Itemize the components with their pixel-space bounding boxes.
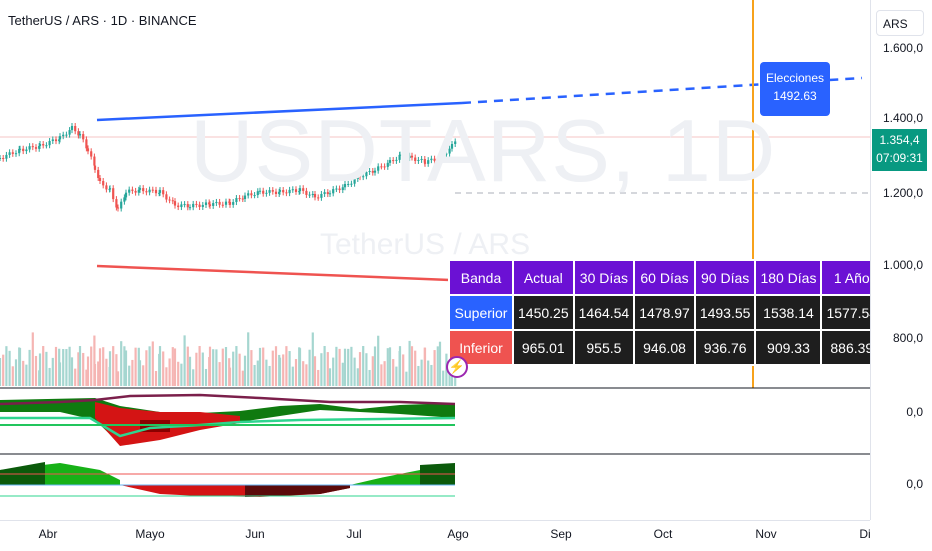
table-header-cell: 180 Días [754,259,823,296]
table-header-cell: Banda [448,259,514,296]
table-cell: 955.5 [572,329,636,366]
upper-band-line [96,101,463,122]
time-tick-label: Jun [245,527,265,541]
table-header-cell: 60 Días [633,259,696,296]
table-cell: 965.01 [512,329,575,366]
watermark-name: TetherUS / ARS [320,228,531,261]
table-cell: 909.33 [754,329,823,366]
table-cell: 1464.54 [572,294,636,331]
oscillator-2 [0,462,455,497]
table-header-cell: 30 Días [572,259,636,296]
currency-button[interactable]: ARS [876,10,924,36]
last-price-badge: 1.354,4 07:09:31 [872,129,927,171]
price-tick-label: 1.000,0 [882,258,923,272]
row-label-superior: Superior [448,294,514,331]
osc1-value-label: 0,0 [906,405,923,419]
time-tick-label: Ago [447,527,469,541]
time-tick-label: Abr [38,527,58,541]
time-tick-label: Mayo [135,527,165,541]
candlestick-series [0,123,457,212]
price-tick-label: 1.200,0 [882,186,923,200]
table-cell: 1493.55 [693,294,757,331]
row-label-inferior: Inferior [448,329,514,366]
price-tick-label: 1.400,0 [882,111,923,125]
table-header-cell: 90 Días [693,259,757,296]
watermark-ticker: USDTARS, 1D [190,101,777,200]
table-row-inferior: Inferior 965.01 955.5 946.08 936.76 909.… [448,329,884,366]
price-axis[interactable]: ARS 1.600,0 1.400,0 1.200,0 1.000,0 800,… [870,0,932,520]
oscillator-1 [0,393,456,446]
last-price-value: 1.354,4 [879,133,920,147]
countdown-timer: 07:09:31 [876,151,923,165]
table-row-superior: Superior 1450.25 1464.54 1478.97 1493.55… [448,294,884,331]
time-tick-label: Jul [346,527,362,541]
election-callout[interactable]: Elecciones 1492.63 [760,62,830,116]
table-header-cell: Actual [512,259,575,296]
time-tick-label: Di [859,527,871,541]
table-cell: 946.08 [633,329,696,366]
time-tick-label: Nov [755,527,777,541]
upper-band-projection [461,76,863,105]
table-cell: 1538.14 [754,294,823,331]
bands-table: Banda Actual 30 Días 60 Días 90 Días 180… [448,259,884,366]
callout-value: 1492.63 [773,89,817,103]
symbol-title[interactable]: TetherUS / ARS · 1D · BINANCE [8,13,197,28]
time-axis[interactable]: Abr Mayo Jun Jul Ago Sep Oct Nov Di [0,520,871,551]
table-cell: 936.76 [693,329,757,366]
osc2-value-label: 0,0 [906,477,923,491]
lower-band-line [96,264,451,282]
time-tick-label: Sep [550,527,572,541]
table-cell: 1450.25 [512,294,575,331]
table-header-row: Banda Actual 30 Días 60 Días 90 Días 180… [448,259,884,296]
price-tick-label: 1.600,0 [882,41,923,55]
price-tick-label: 800,0 [892,331,923,345]
table-cell: 1478.97 [633,294,696,331]
lightning-icon[interactable]: ⚡ [446,356,468,378]
time-tick-label: Oct [653,527,673,541]
callout-title: Elecciones [765,71,825,85]
volume-series [0,332,457,386]
